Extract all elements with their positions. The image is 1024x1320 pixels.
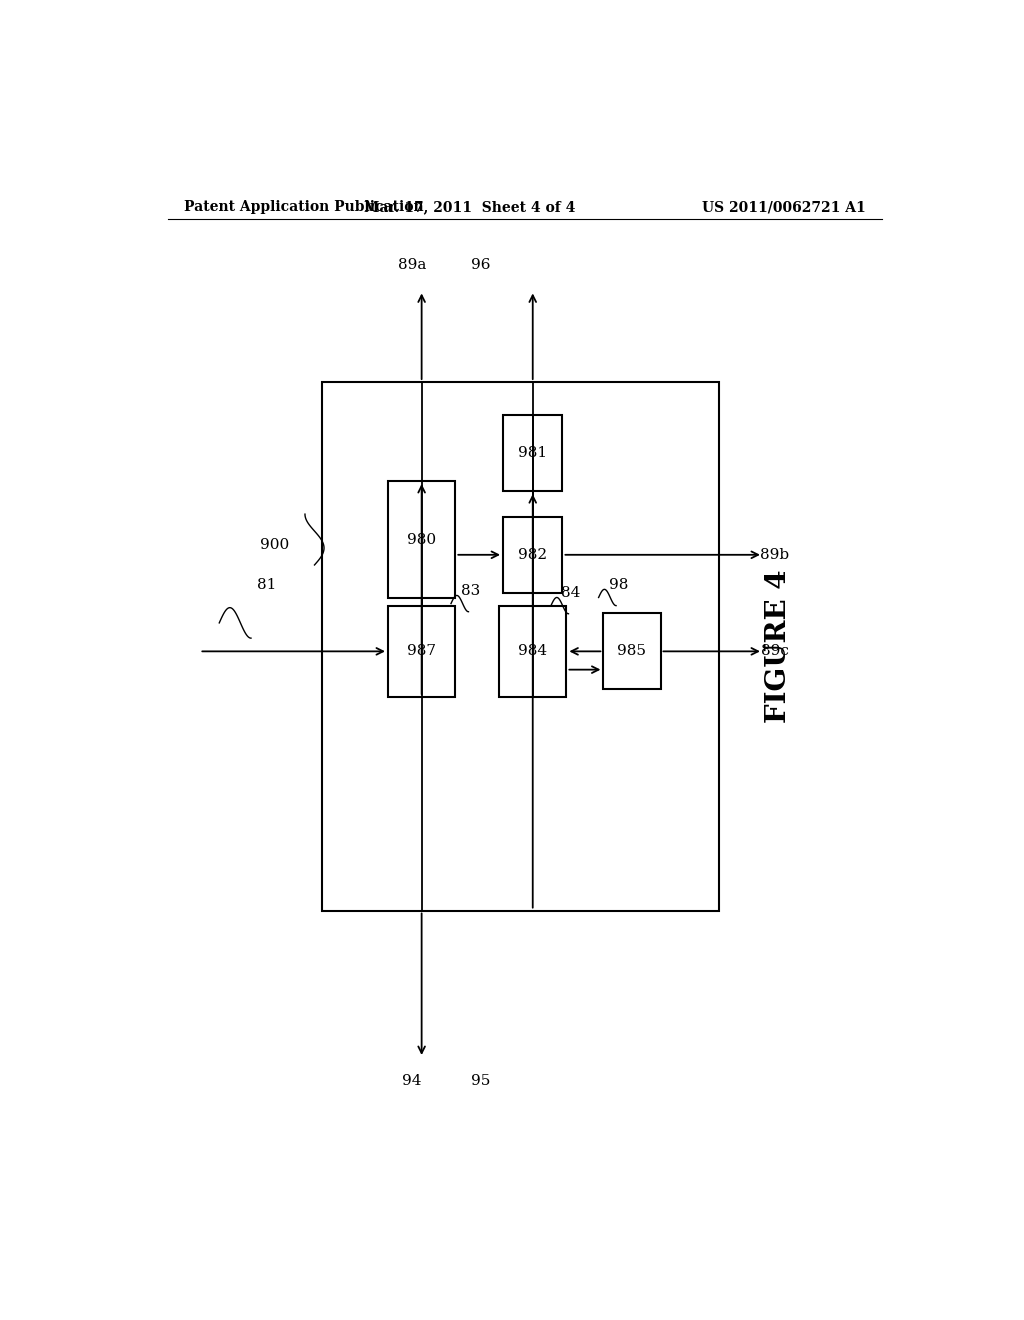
Text: 96: 96 bbox=[471, 259, 490, 272]
Text: Mar. 17, 2011  Sheet 4 of 4: Mar. 17, 2011 Sheet 4 of 4 bbox=[364, 201, 574, 214]
Text: 985: 985 bbox=[617, 644, 646, 659]
Bar bbox=[323, 381, 719, 911]
Bar bbox=[499, 606, 566, 697]
Text: 984: 984 bbox=[518, 644, 547, 659]
Text: 81: 81 bbox=[257, 578, 276, 593]
Text: 89b: 89b bbox=[760, 548, 790, 562]
Text: 94: 94 bbox=[402, 1074, 422, 1088]
Text: 89a: 89a bbox=[398, 259, 426, 272]
Text: 98: 98 bbox=[608, 578, 628, 593]
Bar bbox=[503, 414, 562, 491]
Bar bbox=[388, 606, 456, 697]
Text: 83: 83 bbox=[461, 585, 480, 598]
Text: US 2011/0062721 A1: US 2011/0062721 A1 bbox=[702, 201, 866, 214]
Text: 95: 95 bbox=[471, 1074, 490, 1088]
Text: 982: 982 bbox=[518, 548, 547, 562]
Text: 987: 987 bbox=[408, 644, 436, 659]
Bar bbox=[503, 516, 562, 593]
Bar bbox=[603, 614, 660, 689]
Text: FIGURE 4: FIGURE 4 bbox=[765, 569, 793, 723]
Text: Patent Application Publication: Patent Application Publication bbox=[183, 201, 423, 214]
Text: 84: 84 bbox=[561, 586, 581, 601]
Text: 89c: 89c bbox=[761, 644, 788, 659]
Text: 980: 980 bbox=[408, 532, 436, 546]
Text: 900: 900 bbox=[260, 537, 290, 552]
Text: 981: 981 bbox=[518, 446, 547, 461]
Bar bbox=[388, 480, 456, 598]
